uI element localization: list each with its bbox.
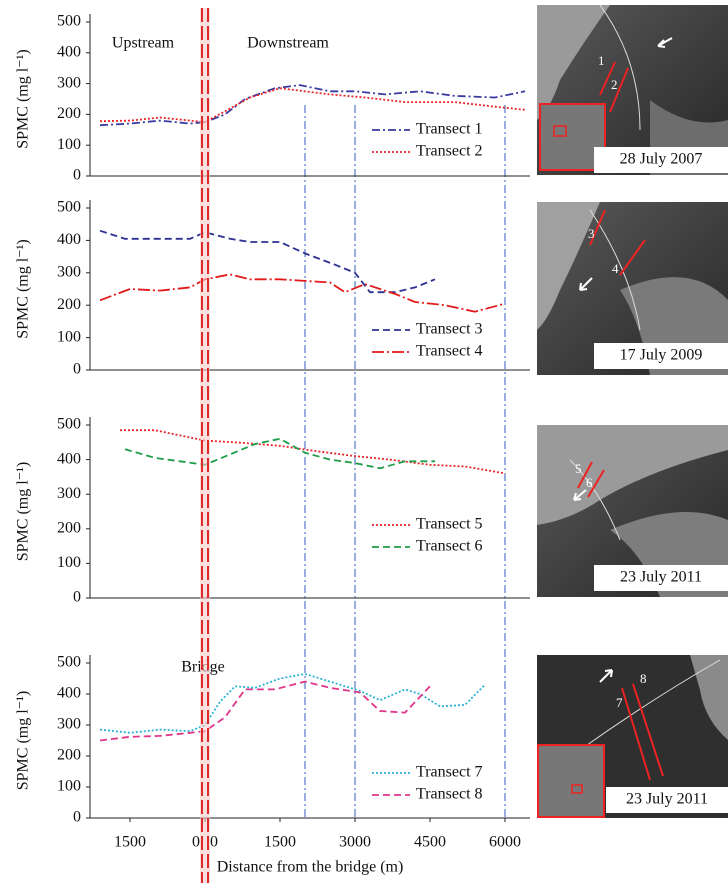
series-line [120, 429, 506, 475]
legend-label: Transect 5 [416, 516, 483, 533]
y-tick-label: 500 [57, 199, 81, 216]
satellite-image: 5 6 23 July 2011 [537, 425, 728, 597]
legend-label: Transect 8 [416, 786, 483, 803]
x-tick-label: 0 [210, 834, 218, 851]
image-label: 7 [616, 695, 623, 710]
series-line [99, 273, 506, 313]
satellite-image: 7 8 23 July 2011 [537, 655, 728, 818]
x-tick-label: 1500 [114, 834, 146, 851]
y-tick-label: 0 [73, 167, 81, 184]
legend-label: Transect 4 [416, 343, 483, 360]
y-axis-label: SPMC (mg l⁻¹) [15, 239, 32, 338]
series-line [124, 437, 435, 470]
y-tick-label: 100 [57, 554, 81, 571]
legend-label: Transect 7 [416, 764, 483, 781]
y-tick-label: 200 [57, 519, 81, 536]
satellite-image: 1 2 28 July 2007 [537, 4, 728, 175]
image-date: 23 July 2011 [620, 569, 702, 586]
bridge-band [200, 8, 210, 883]
image-label: 2 [611, 77, 618, 92]
y-axis-label: SPMC (mg l⁻¹) [15, 691, 32, 790]
image-label: 6 [586, 475, 593, 490]
y-tick-label: 400 [57, 43, 81, 60]
image-date: 17 July 2009 [620, 347, 703, 364]
series-line [99, 229, 436, 294]
series-line [99, 672, 486, 734]
y-tick-label: 0 [73, 589, 81, 606]
x-tick-label: 1500 [264, 834, 296, 851]
y-tick-label: 0 [73, 361, 81, 378]
y-tick-label: 100 [57, 136, 81, 153]
image-label: 5 [575, 461, 582, 476]
series-line [99, 87, 526, 124]
series-line [99, 84, 526, 127]
annotation: Upstream [112, 35, 175, 52]
y-tick-label: 500 [57, 654, 81, 671]
y-tick-label: 100 [57, 778, 81, 795]
legend-label: Transect 2 [416, 143, 483, 160]
legend-label: Transect 3 [416, 321, 483, 338]
x-tick-label: 4500 [414, 834, 446, 851]
x-axis-label: Distance from the bridge (m) [217, 859, 404, 876]
y-tick-label: 200 [57, 747, 81, 764]
image-label: 1 [598, 53, 605, 68]
y-tick-label: 400 [57, 685, 81, 702]
x-tick-label: 3000 [339, 834, 371, 851]
x-tick-label: 6000 [489, 834, 521, 851]
y-axis-label: SPMC (mg l⁻¹) [15, 49, 32, 148]
y-tick-label: 500 [57, 13, 81, 30]
y-axis-label: SPMC (mg l⁻¹) [15, 462, 32, 561]
annotation: Downstream [247, 35, 329, 52]
image-label: 3 [588, 226, 595, 241]
y-tick-label: 300 [57, 74, 81, 91]
image-label: 4 [612, 261, 619, 276]
image-date: 23 July 2011 [626, 791, 708, 808]
image-date: 28 July 2007 [620, 151, 703, 168]
satellite-image: 3 4 17 July 2009 [537, 202, 728, 375]
series-line [99, 680, 431, 742]
y-tick-label: 400 [57, 450, 81, 467]
y-tick-label: 300 [57, 716, 81, 733]
image-label: 8 [640, 671, 647, 686]
y-tick-label: 300 [57, 263, 81, 280]
x-tick-label: 0 [192, 834, 200, 851]
legend-label: Transect 1 [416, 121, 483, 138]
y-tick-label: 200 [57, 105, 81, 122]
y-tick-label: 500 [57, 416, 81, 433]
legend-label: Transect 6 [416, 538, 483, 555]
y-tick-label: 400 [57, 231, 81, 248]
y-tick-label: 300 [57, 485, 81, 502]
y-tick-label: 100 [57, 328, 81, 345]
y-tick-label: 0 [73, 809, 81, 826]
y-tick-label: 200 [57, 296, 81, 313]
